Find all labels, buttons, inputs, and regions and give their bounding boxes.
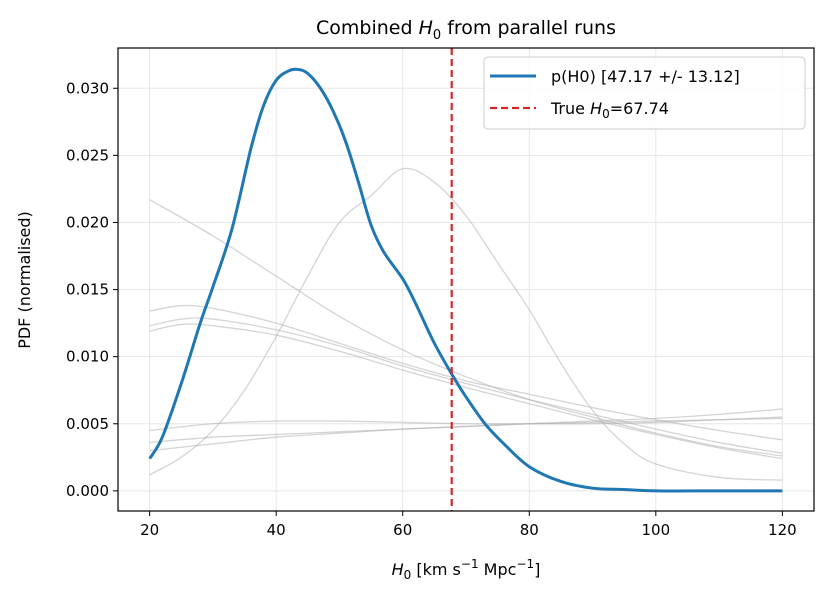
legend: p(H0) [47.17 +/- 13.12] True H0=67.74 [483, 56, 806, 130]
y-tick-label: 0.025 [66, 146, 109, 164]
run-curve-4 [149, 323, 783, 460]
run-curve-6 [149, 416, 783, 432]
y-axis: 0.000 0.005 0.010 0.015 0.020 0.025 0.030 [66, 79, 118, 500]
x-tick-label: 120 [768, 521, 797, 539]
x-tick-label: 60 [393, 521, 412, 539]
y-tick-label: 0.015 [66, 281, 109, 299]
run-curve-3 [149, 317, 783, 454]
run-curve-8 [149, 417, 783, 452]
y-tick-label: 0.005 [66, 415, 109, 433]
legend-main-label: p(H0) [47.17 +/- 13.12] [551, 67, 740, 86]
run-curves [149, 167, 783, 481]
run-curve-2 [149, 304, 783, 441]
y-tick-label: 0.030 [66, 79, 109, 97]
run-curve-1 [149, 199, 783, 457]
y-axis-label: PDF (normalised) [15, 211, 34, 349]
chart-title: Combined H0 from parallel runs [316, 17, 616, 43]
y-tick-label: 0.010 [66, 348, 109, 366]
legend-truth-label: True H0=67.74 [550, 99, 669, 121]
run-curve-5 [149, 167, 783, 481]
x-tick-label: 80 [520, 521, 539, 539]
x-tick-label: 100 [641, 521, 670, 539]
x-axis-label: H0 [km s−1 Mpc−1] [392, 557, 541, 582]
x-tick-label: 40 [267, 521, 286, 539]
x-tick-label: 20 [140, 521, 159, 539]
y-tick-label: 0.000 [66, 482, 109, 500]
legend-box [483, 56, 806, 130]
x-axis: 20 40 60 80 100 120 [140, 511, 797, 539]
main-series [148, 67, 783, 493]
posterior-curve [148, 67, 783, 493]
plot-frame [117, 47, 815, 512]
y-tick-label: 0.020 [66, 213, 109, 231]
